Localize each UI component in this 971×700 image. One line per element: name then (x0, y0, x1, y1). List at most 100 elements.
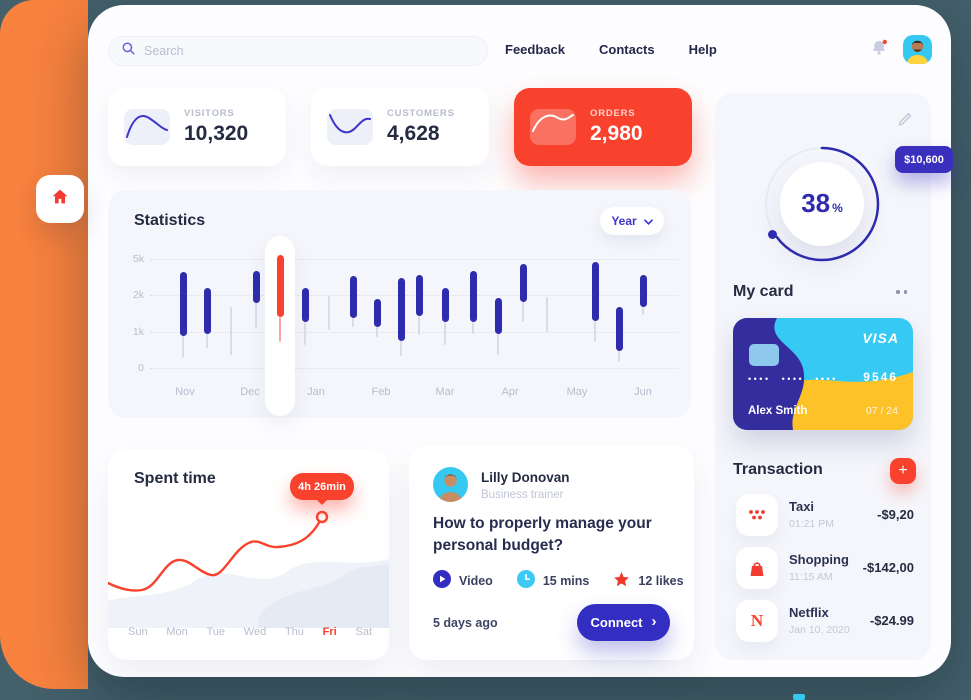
taxi-icon (736, 494, 778, 536)
x-axis-label: Feb (371, 386, 391, 398)
chart-wick (182, 336, 184, 359)
chart-bar (591, 261, 599, 322)
star-icon (613, 571, 630, 591)
chart-bar (301, 288, 309, 323)
y-axis-tick: 5k (132, 253, 144, 265)
search-input[interactable] (144, 44, 475, 58)
chart-wick (400, 341, 402, 356)
home-icon (49, 186, 71, 213)
netflix-icon: N (736, 600, 778, 642)
x-axis-label: May (566, 386, 588, 398)
savings-gauge (742, 124, 902, 284)
chart-bar (469, 271, 477, 323)
stat-value: 2,980 (590, 122, 643, 145)
x-axis-label: Jun (634, 386, 652, 398)
transaction-time: 01:21 PM (789, 518, 834, 530)
decor-cyan-tick (793, 694, 805, 700)
stat-card-orders: ORDERS 2,980 (514, 88, 692, 166)
add-transaction-button[interactable]: + (890, 458, 916, 484)
nav-feedback[interactable]: Feedback (505, 42, 565, 57)
stat-value: 4,628 (387, 122, 440, 145)
transaction-amount: -$9,20 (877, 507, 914, 522)
stat-value: 10,320 (184, 122, 249, 145)
meta-video[interactable]: Video (433, 570, 493, 591)
nav-help[interactable]: Help (688, 42, 717, 57)
credit-card: VISA •••• •••• •••• 9546 Alex Smith 07 /… (733, 318, 913, 430)
chart-thin-line (328, 296, 330, 331)
y-axis-tick: 1k (132, 325, 144, 338)
course-meta: Video 15 mins 12 likes (433, 570, 684, 591)
notification-bell-icon[interactable] (870, 39, 889, 62)
chart-wick (206, 334, 208, 348)
chart-bar (415, 274, 423, 317)
author-role: Business trainer (481, 489, 564, 501)
chart-wick (522, 302, 524, 323)
transaction-name: Taxi (789, 499, 815, 514)
spent-time-card (108, 450, 389, 660)
chart-wick (418, 316, 420, 336)
chart-wick (352, 318, 354, 328)
meta-label: 12 likes (638, 573, 684, 588)
chart-bar (441, 288, 449, 323)
weekday-axis: Sun Mon Tue Wed Thu Fri Sat (128, 626, 372, 638)
chart-bar (179, 272, 187, 336)
edit-pencil-icon[interactable] (897, 110, 914, 132)
spent-time-chart (108, 510, 389, 628)
transaction-time: 11:15 AM (789, 571, 833, 583)
chart-bar (519, 264, 527, 303)
play-icon[interactable] (433, 570, 451, 591)
percent-value: 38 (801, 188, 831, 218)
customers-sparkline (327, 109, 373, 145)
transaction-row-taxi: Taxi 01:21 PM -$9,20 (736, 494, 916, 538)
transaction-row-shopping: Shopping 11:15 AM -$142,00 (736, 547, 916, 591)
weekday-label: Sun (128, 626, 148, 638)
chart-gridline (150, 368, 678, 369)
posted-time: 5 days ago (433, 616, 498, 630)
chart-bar (397, 277, 405, 342)
chart-wick (304, 322, 306, 346)
savings-amount-badge: $10,600 (895, 146, 953, 173)
chart-wick (376, 327, 378, 338)
chart-wick (594, 321, 596, 343)
sidebar-item-home[interactable] (36, 175, 84, 223)
search-bar[interactable] (108, 36, 488, 66)
transaction-name: Netflix (789, 605, 829, 620)
gauge-handle-dot (768, 230, 777, 239)
chart-gridline (150, 331, 678, 333)
chart-bar (349, 276, 357, 319)
transaction-name: Shopping (789, 552, 849, 567)
y-axis-tick: 2k (132, 289, 144, 302)
user-avatar[interactable] (903, 35, 932, 64)
course-title: How to properly manage your personal bud… (433, 515, 652, 554)
weekday-label: Sat (355, 626, 372, 638)
chart-thin-line (230, 307, 232, 355)
chart-bar (639, 274, 647, 308)
y-axis-tick: 0 (138, 362, 144, 374)
chart-bar (373, 299, 381, 328)
chart-wick (642, 307, 644, 316)
chart-wick (255, 303, 257, 329)
connect-button[interactable]: Connect › (577, 604, 670, 641)
statistics-plot: 0 1k 2k 5k Nov Dec Jan Feb Mar Apr May Jun (108, 236, 691, 416)
transaction-row-netflix: N Netflix Jan 10, 2020 -$24.99 (736, 600, 916, 644)
chart-wick (444, 322, 446, 346)
stat-card-visitors: VISITORS 10,320 (108, 88, 286, 166)
x-axis-label: Dec (240, 386, 260, 398)
chart-wick (497, 334, 499, 355)
sidebar (0, 0, 88, 689)
card-number-dots: •••• •••• •••• (748, 374, 838, 384)
weekday-label: Mon (166, 626, 188, 638)
chart-wick (279, 317, 281, 343)
stat-card-customers: CUSTOMERS 4,628 (311, 88, 489, 166)
stat-label: ORDERS (590, 108, 636, 119)
chart-bar (615, 307, 623, 351)
stat-label: CUSTOMERS (387, 108, 455, 119)
more-horizontal-icon[interactable] (896, 290, 907, 294)
nav-contacts[interactable]: Contacts (598, 42, 655, 57)
chart-wick (618, 350, 620, 363)
range-dropdown[interactable]: Year (600, 207, 664, 235)
weekday-label: Thu (284, 626, 304, 638)
chart-bar (494, 298, 502, 335)
transactions-title: Transaction (733, 461, 823, 478)
author-name: Lilly Donovan (481, 470, 570, 485)
